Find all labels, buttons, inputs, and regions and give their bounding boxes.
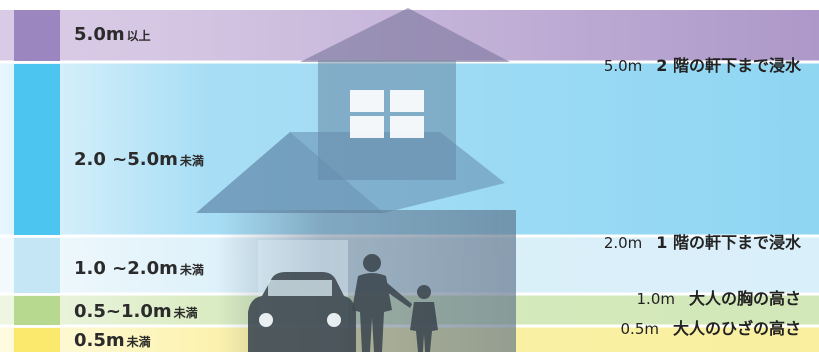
swatch-5m-plus [14, 10, 60, 61]
band-suffix: 未満 [179, 154, 204, 168]
annotation-05m: 0.5m 大人のひざの高さ [621, 315, 801, 339]
annotation-description: 大人の胸の高さ [688, 289, 801, 308]
upper-window [350, 90, 424, 138]
annotation-description: 2 階の軒下まで浸水 [656, 56, 801, 75]
annotation-height: 2.0m [603, 234, 643, 252]
band-suffix: 未満 [179, 263, 204, 277]
band-label-05-1m: 0.5~1.0m 未満 [74, 301, 198, 322]
people-silhouettes [352, 254, 438, 352]
band-suffix: 未満 [126, 335, 151, 349]
band-value: 0.5m [74, 330, 125, 351]
car-silhouette [248, 272, 356, 352]
band-swatches [14, 10, 60, 352]
band-value: 0.5~1.0m [74, 301, 172, 322]
annotation-description: 1 階の軒下まで浸水 [656, 233, 801, 252]
band-value: 1.0 ~2.0m [74, 258, 178, 279]
band-label-2-5m: 2.0 ~5.0m 未満 [74, 149, 204, 170]
band-label-5m-plus: 5.0m 以上 [74, 24, 151, 45]
swatch-under-05m [14, 328, 60, 352]
annotation-description: 大人のひざの高さ [672, 319, 801, 338]
annotation-2m: 2.0m 1 階の軒下まで浸水 [604, 229, 801, 253]
band-suffix: 未満 [173, 306, 198, 320]
annotation-1m: 1.0m 大人の胸の高さ [637, 285, 801, 309]
annotation-height: 0.5m [620, 320, 659, 338]
annotation-height: 5.0m [603, 57, 643, 75]
band-label-1-2m: 1.0 ~2.0m 未満 [74, 258, 204, 279]
annotation-height: 1.0m [636, 290, 675, 308]
annotation-5m: 5.0m 2 階の軒下まで浸水 [604, 52, 801, 76]
swatch-1-2m [14, 238, 60, 293]
band-value: 2.0 ~5.0m [74, 149, 178, 170]
swatch-05-1m [14, 296, 60, 325]
swatch-2-5m [14, 64, 60, 235]
band-suffix: 以上 [126, 29, 151, 43]
band-label-under-05m: 0.5m 未満 [74, 330, 151, 351]
band-value: 5.0m [74, 24, 125, 45]
